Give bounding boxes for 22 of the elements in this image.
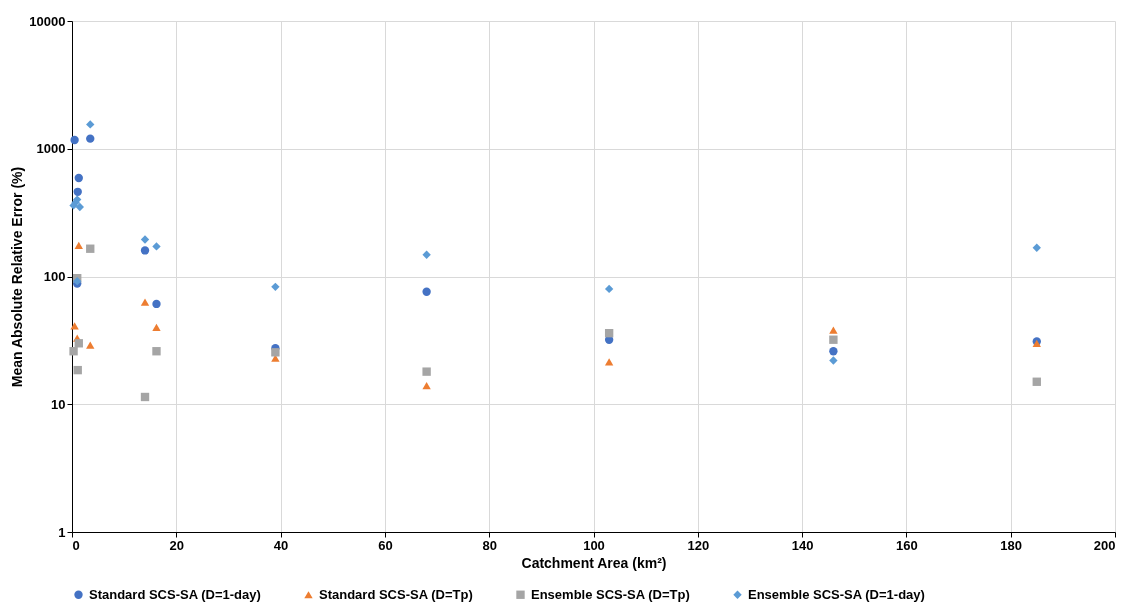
x-tick-label: 80	[482, 537, 497, 553]
y-tick-label: 100	[43, 269, 66, 284]
x-tick-label: 40	[273, 537, 289, 553]
y-tick-label: 1000	[36, 141, 66, 157]
legend-label: Ensemble SCS-SA (D=Tp)	[531, 586, 690, 602]
y-tick-label: 10	[51, 396, 66, 412]
y-tick-label: 10000	[29, 13, 66, 29]
x-tick-label: 140	[791, 537, 814, 553]
x-tick-label: 20	[169, 537, 185, 553]
x-tick-label: 200	[1093, 537, 1116, 553]
x-tick-label: 100	[583, 537, 605, 553]
x-axis-title: Catchment Area (km²)	[521, 554, 667, 571]
x-tick-label: 0	[72, 537, 80, 553]
legend-label: Standard SCS-SA (D=1-day)	[89, 586, 261, 602]
x-tick-label: 60	[378, 537, 393, 553]
x-tick-label: 120	[687, 537, 710, 553]
y-tick-label: 1	[58, 524, 66, 540]
x-tick-label: 160	[896, 537, 918, 553]
legend-label: Standard SCS-SA (D=Tp)	[319, 586, 473, 602]
x-tick-label: 180	[1000, 537, 1023, 553]
legend-label: Ensemble SCS-SA (D=1-day)	[748, 586, 925, 602]
y-axis-title: Mean Absolute Relative Error (%)	[9, 166, 26, 388]
